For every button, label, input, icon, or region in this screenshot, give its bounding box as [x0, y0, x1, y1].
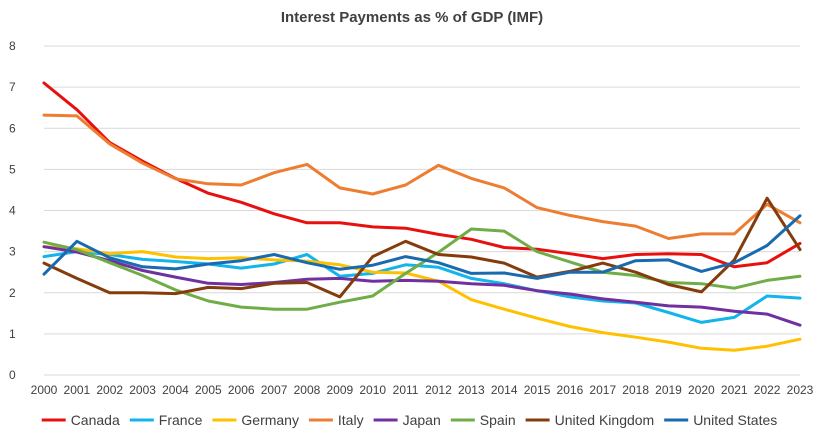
y-tick-label: 7 — [9, 80, 16, 94]
x-tick-label: 2016 — [557, 383, 584, 397]
x-tick-label: 2003 — [129, 383, 156, 397]
legend-item-spain: Spain — [451, 412, 516, 428]
y-tick-label: 3 — [9, 245, 16, 259]
x-tick-label: 2004 — [162, 383, 189, 397]
y-tick-label: 5 — [9, 162, 16, 176]
x-tick-label: 2014 — [491, 383, 518, 397]
y-tick-label: 6 — [9, 121, 16, 135]
legend-label: Germany — [241, 412, 299, 428]
x-axis-ticks: 2000 2001 2002 2003 2004 2005 2006 2007 2008 2009… — [31, 383, 814, 397]
x-tick-label: 2000 — [31, 383, 58, 397]
series-line-italy — [44, 115, 800, 238]
legend-item-germany: Germany — [212, 412, 299, 428]
legend-label: Canada — [71, 412, 120, 428]
x-tick-label: 2011 — [393, 383, 419, 397]
legend-item-japan: Japan — [374, 412, 441, 428]
legend-item-united-kingdom: United Kingdom — [526, 412, 655, 428]
legend-label: United States — [693, 412, 777, 428]
x-tick-label: 2017 — [589, 383, 616, 397]
x-tick-label: 2020 — [688, 383, 715, 397]
y-tick-label: 0 — [9, 368, 16, 382]
x-tick-label: 2006 — [228, 383, 255, 397]
x-tick-label: 2018 — [622, 383, 649, 397]
series-lines — [44, 83, 800, 350]
legend-label: France — [159, 412, 203, 428]
legend-label: United Kingdom — [555, 412, 655, 428]
x-tick-label: 2022 — [754, 383, 781, 397]
legend-item-canada: Canada — [42, 412, 120, 428]
legend-label: Spain — [480, 412, 516, 428]
y-tick-label: 4 — [9, 204, 16, 218]
x-tick-label: 2005 — [195, 383, 222, 397]
legend-item-united-states: United States — [664, 412, 777, 428]
chart-title: Interest Payments as % of GDP (IMF) — [281, 9, 543, 26]
legend-label: Japan — [403, 412, 441, 428]
y-tick-label: 2 — [9, 286, 16, 300]
x-tick-label: 2013 — [458, 383, 485, 397]
x-tick-label: 2010 — [359, 383, 386, 397]
x-tick-label: 2007 — [261, 383, 288, 397]
y-tick-label: 8 — [9, 39, 16, 53]
legend-item-italy: Italy — [309, 412, 364, 428]
x-tick-label: 2019 — [655, 383, 682, 397]
x-tick-label: 2021 — [721, 383, 748, 397]
x-tick-label: 2008 — [294, 383, 321, 397]
gridlines — [44, 46, 800, 375]
legend: Canada France Germany Italy Japan Spain United… — [42, 412, 778, 428]
x-tick-label: 2023 — [787, 383, 814, 397]
x-tick-label: 2012 — [425, 383, 452, 397]
y-axis-ticks: 0 1 2 3 4 5 6 7 8 — [9, 39, 16, 382]
x-tick-label: 2015 — [524, 383, 551, 397]
y-tick-label: 1 — [9, 327, 16, 341]
x-tick-label: 2009 — [326, 383, 353, 397]
x-tick-label: 2001 — [64, 383, 91, 397]
x-tick-label: 2002 — [96, 383, 123, 397]
line-chart: Interest Payments as % of GDP (IMF) 0 1 2 3… — [0, 0, 819, 437]
legend-label: Italy — [338, 412, 364, 428]
legend-item-france: France — [130, 412, 203, 428]
